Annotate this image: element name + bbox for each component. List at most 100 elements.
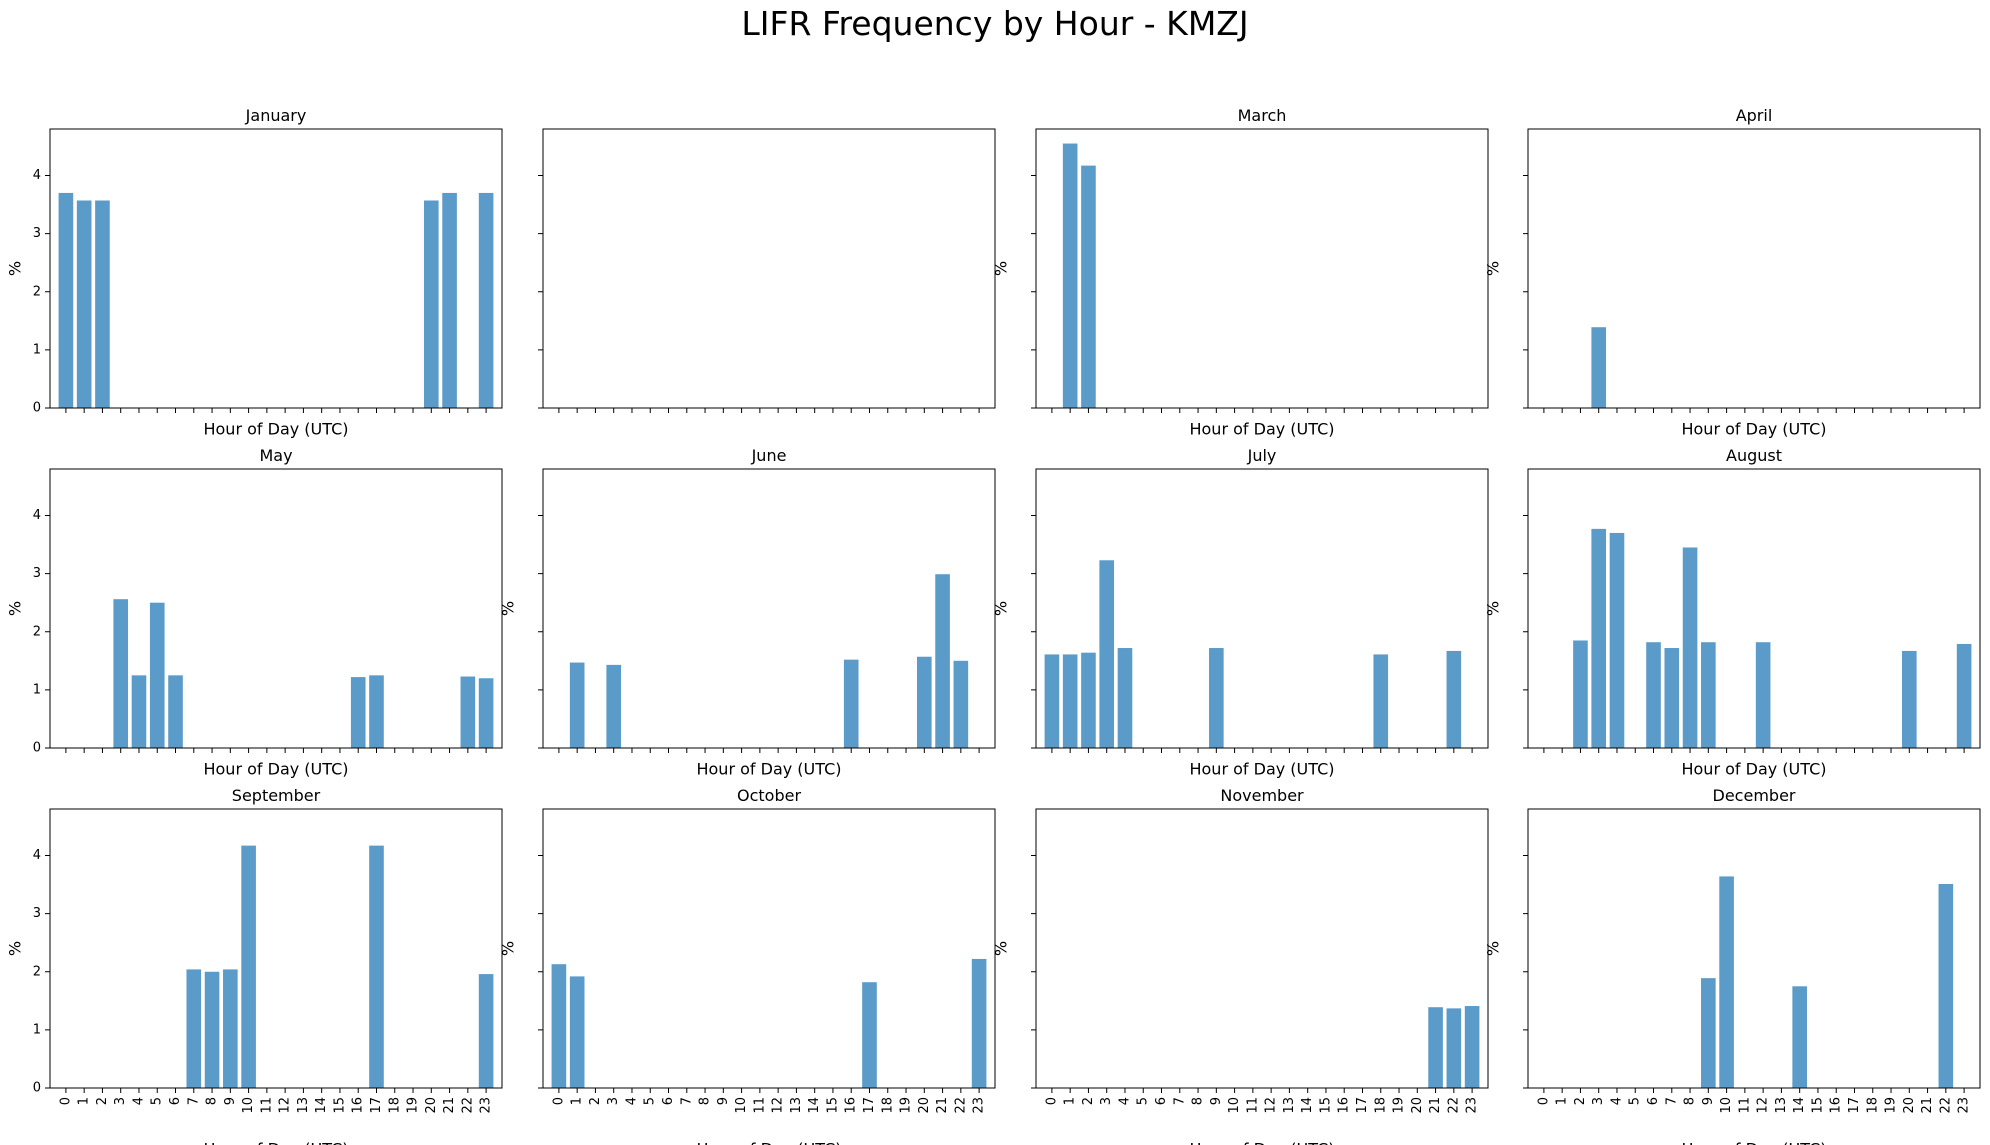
axes-frame [1035, 468, 1489, 749]
x-axis-label: Hour of Day (UTC) [1189, 420, 1334, 439]
x-tick-label: 11 [1737, 1097, 1752, 1114]
x-tick-label: 18 [387, 1097, 402, 1114]
bar-hour-1 [569, 662, 585, 748]
y-axis-label: % [1484, 261, 1503, 276]
y-tick-label: 3 [33, 226, 41, 241]
y-axis-label: % [499, 941, 518, 956]
bar-hour-20 [916, 656, 932, 748]
x-tick-label: 3 [1591, 1097, 1606, 1105]
y-axis-label: % [499, 601, 518, 616]
bar-hour-23 [971, 958, 987, 1088]
y-tick-label: 1 [33, 342, 41, 357]
bar-hour-22 [953, 660, 969, 748]
y-tick-label: 0 [33, 741, 41, 756]
bar-hour-7 [186, 969, 202, 1088]
subplot-title: March [1238, 106, 1287, 125]
x-tick-label: 18 [1373, 1097, 1388, 1114]
x-tick-label: 4 [624, 1097, 639, 1105]
x-tick-label: 21 [442, 1097, 457, 1114]
y-tick-label: 4 [33, 168, 41, 183]
x-tick-label: 2 [1081, 1097, 1096, 1105]
subplot-title: April [1736, 106, 1773, 125]
x-tick-label: 10 [1227, 1097, 1242, 1114]
x-tick-label: 10 [1719, 1097, 1734, 1114]
axes-frame [49, 128, 503, 409]
x-tick-label: 6 [1646, 1097, 1661, 1105]
x-tick-label: 2 [588, 1097, 603, 1105]
bar-hour-14 [1792, 986, 1807, 1088]
x-axis-label: Hour of Day (UTC) [1681, 420, 1826, 439]
x-tick-label: 14 [314, 1097, 329, 1114]
bar-hour-3 [1591, 327, 1607, 408]
x-tick-label: 16 [1337, 1097, 1352, 1114]
x-tick-label: 10 [241, 1097, 256, 1114]
y-axis-label: % [992, 261, 1011, 276]
axes-frame [49, 468, 503, 749]
axes-frame [49, 808, 503, 1089]
x-tick-label: 3 [113, 1097, 128, 1105]
x-tick-label: 23 [1465, 1097, 1480, 1114]
bar-hour-9 [223, 969, 238, 1088]
x-tick-label: 0 [551, 1097, 566, 1105]
y-axis-label: % [992, 941, 1011, 956]
bar-hour-9 [1209, 648, 1224, 748]
x-tick-label: 8 [205, 1097, 220, 1105]
bar-hour-22 [1446, 1008, 1462, 1088]
subplot-title: January [245, 106, 307, 125]
bar-hour-10 [1719, 876, 1734, 1088]
x-tick-label: 6 [661, 1097, 676, 1105]
x-tick-label: 20 [1902, 1097, 1917, 1114]
subplot-title: August [1726, 446, 1782, 465]
subplot-5: June Hour of Day (UTC)% [499, 446, 996, 779]
bar-hour-10 [241, 845, 256, 1088]
x-tick-label: 19 [406, 1097, 421, 1114]
subplot-11: 0 1 2 3 4 5 6 7 8 9 10 11 12 13 14 15 16 17 18 19 20 21 22 23De… [1484, 786, 1981, 1145]
subplot-0: 0 1 2 3 4 January Hour of Day (UTC)% [6, 106, 503, 439]
y-tick-label: 2 [33, 964, 41, 979]
axes-frame [1527, 128, 1981, 409]
y-tick-label: 1 [33, 1022, 41, 1037]
bar-hour-17 [369, 845, 384, 1088]
x-tick-label: 14 [1792, 1097, 1807, 1114]
x-tick-label: 22 [953, 1097, 968, 1114]
x-tick-label: 8 [698, 1097, 713, 1105]
bar-hour-3 [113, 599, 129, 748]
x-tick-label: 7 [186, 1097, 201, 1105]
bar-hour-21 [442, 192, 457, 408]
axes-frame [542, 808, 996, 1089]
y-tick-label: 4 [33, 508, 41, 523]
x-tick-label: 19 [899, 1097, 914, 1114]
x-tick-label: 12 [1264, 1097, 1279, 1114]
x-tick-label: 21 [935, 1097, 950, 1114]
x-tick-label: 12 [771, 1097, 786, 1114]
subplot-10: 0 1 2 3 4 5 6 7 8 9 10 11 12 13 14 15 16 17 18 19 20 21 22 23No… [992, 786, 1489, 1145]
subplot-title: June [751, 446, 787, 465]
x-tick-label: 22 [460, 1097, 475, 1114]
subplot-6: July Hour of Day (UTC)% [992, 446, 1489, 779]
subplot-2: March Hour of Day (UTC)% [992, 106, 1489, 439]
x-tick-label: 20 [424, 1097, 439, 1114]
x-tick-label: 15 [1810, 1097, 1825, 1114]
x-tick-label: 19 [1884, 1097, 1899, 1114]
bar-hour-2 [1081, 165, 1096, 408]
bar-hour-2 [1573, 640, 1588, 748]
bar-hour-1 [1062, 654, 1078, 748]
bar-hour-23 [478, 974, 494, 1088]
x-axis-label: Hour of Day (UTC) [1681, 760, 1826, 779]
bar-hour-0 [58, 192, 74, 408]
x-tick-label: 20 [1410, 1097, 1425, 1114]
bar-hour-1 [76, 200, 92, 408]
bar-hour-1 [1062, 143, 1078, 408]
x-tick-label: 8 [1683, 1097, 1698, 1105]
x-tick-label: 1 [570, 1097, 585, 1105]
x-tick-label: 22 [1938, 1097, 1953, 1114]
x-tick-label: 15 [1318, 1097, 1333, 1114]
bar-hour-6 [1646, 642, 1661, 748]
x-tick-label: 10 [734, 1097, 749, 1114]
x-tick-label: 3 [1099, 1097, 1114, 1105]
subplot-1 [538, 128, 996, 413]
x-tick-label: 16 [844, 1097, 859, 1114]
axes-frame [542, 128, 996, 409]
y-axis-label: % [1484, 941, 1503, 956]
axes-frame [1527, 468, 1981, 749]
